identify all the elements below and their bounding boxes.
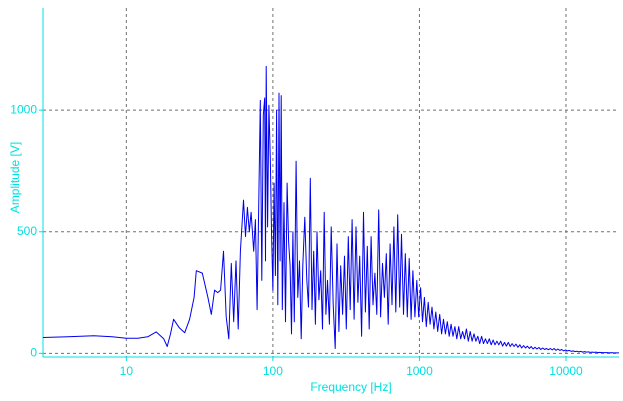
series-line — [42, 65, 619, 354]
y-tick-label: 1000 — [10, 102, 37, 116]
axis-layer — [42, 8, 619, 358]
tick-layer: 10 100 1000 10000 0 500 1000 — [10, 102, 583, 378]
y-axis-title: Amplitude [V] — [8, 142, 22, 213]
grid-layer — [43, 8, 619, 357]
x-tick-label: 10 — [120, 364, 134, 378]
y-tick-label: 0 — [30, 346, 37, 360]
x-tick-label: 1000 — [406, 364, 433, 378]
y-tick-label: 500 — [17, 224, 37, 238]
series-layer — [42, 65, 619, 354]
x-tick-label: 100 — [263, 364, 283, 378]
x-axis-title: Frequency [Hz] — [310, 380, 391, 394]
x-tick-label: 10000 — [549, 364, 583, 378]
